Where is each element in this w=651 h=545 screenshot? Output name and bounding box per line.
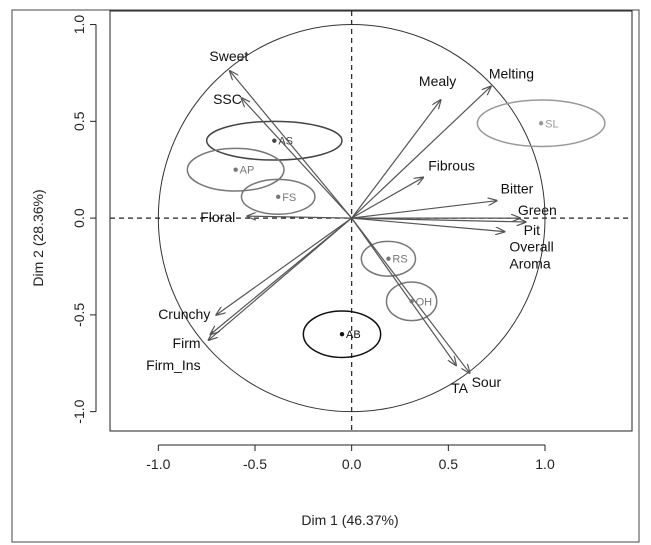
variable-label-green: Green	[518, 202, 557, 218]
variable-label-ssc: SSC	[213, 91, 242, 107]
variable-label-sour: Sour	[472, 374, 502, 390]
arrow-sweet	[230, 71, 353, 219]
x-axis-label: Dim 1 (46.37%)	[301, 512, 398, 528]
group-point-fs	[276, 194, 281, 200]
variable-label-sweet: Sweet	[209, 48, 248, 64]
group-label-ap: AP	[240, 165, 255, 177]
ellipse-rs	[360, 240, 417, 277]
group-point-rs	[386, 256, 391, 261]
x-tick-label: 0.0	[342, 456, 362, 472]
group-label-rs: RS	[392, 254, 407, 266]
arrow-melting	[351, 86, 491, 219]
arrow-ssc	[241, 98, 353, 219]
y-tick-label: 0.0	[71, 208, 87, 228]
arrow-mealy	[351, 100, 441, 219]
arrow-firm-ins	[209, 217, 353, 340]
x-tick-label: 1.0	[535, 456, 555, 472]
group-label-oh: OH	[416, 296, 433, 308]
group-labels-layer: AS AP FS SL RS OH AB	[233, 118, 559, 341]
group-label-as: AS	[278, 136, 293, 148]
variable-labels-layer: Sweet SSC Floral Crunchy Firm Firm_Ins Mealy Me…	[146, 48, 557, 396]
x-tick-label: 0.5	[439, 456, 459, 472]
arrow-bitter	[351, 201, 497, 219]
group-label-sl: SL	[545, 118, 558, 130]
confidence-ellipses-layer	[186, 99, 606, 359]
group-point-as	[272, 138, 277, 143]
y-axis: -1.0 -0.5 0.0 0.5 1.0	[71, 15, 97, 424]
arrow-floral	[247, 216, 352, 218]
arrow-sour	[351, 217, 470, 373]
x-tick-label: -0.5	[243, 456, 267, 472]
group-point-oh	[409, 299, 414, 304]
ellipse-sl	[476, 99, 606, 148]
variable-label-pit: Pit	[524, 222, 540, 238]
y-tick-label: -0.5	[71, 303, 87, 327]
variable-label-crunchy: Crunchy	[158, 306, 210, 322]
x-axis: -1.0 -0.5 0.0 0.5 1.0	[146, 444, 555, 472]
group-label-ab: AB	[346, 329, 361, 341]
variable-label-overall-aroma: Overall Aroma	[509, 239, 553, 272]
variable-label-ta: TA	[451, 380, 469, 396]
ellipse-oh	[385, 281, 438, 322]
variable-arrows-layer	[209, 71, 526, 373]
arrow-pit	[351, 217, 526, 222]
ellipse-ap	[186, 147, 285, 192]
y-axis-label: Dim 2 (28.36%)	[30, 189, 46, 286]
variable-label-floral: Floral	[200, 209, 235, 225]
arrow-overall-aroma	[351, 217, 505, 232]
plot-border	[109, 10, 633, 432]
group-point-ap	[233, 167, 238, 172]
variable-label-firm: Firm	[173, 335, 201, 351]
ellipse-as	[205, 120, 343, 161]
variable-label-firm-ins: Firm_Ins	[146, 357, 200, 373]
variable-label-mealy: Mealy	[419, 73, 456, 89]
ellipse-ab	[302, 310, 382, 359]
variable-label-melting: Melting	[489, 65, 534, 81]
variable-label-fibrous: Fibrous	[428, 157, 475, 173]
group-point-ab	[339, 332, 345, 337]
image-border	[11, 9, 640, 543]
group-point-sl	[538, 121, 544, 126]
arrow-ta	[351, 217, 456, 365]
ellipse-fs	[240, 178, 316, 215]
plot-area: AS AP FS SL RS OH AB Sweet SSC Floral Crunchy Firm…	[109, 10, 633, 432]
x-tick-label: -1.0	[146, 456, 170, 472]
variable-label-bitter: Bitter	[501, 181, 534, 197]
y-tick-label: -1.0	[71, 399, 87, 423]
arrow-fibrous	[351, 177, 424, 219]
arrow-crunchy	[216, 217, 353, 315]
y-tick-label: 1.0	[71, 15, 87, 35]
y-tick-label: 0.5	[71, 111, 87, 131]
group-label-fs: FS	[282, 192, 296, 204]
